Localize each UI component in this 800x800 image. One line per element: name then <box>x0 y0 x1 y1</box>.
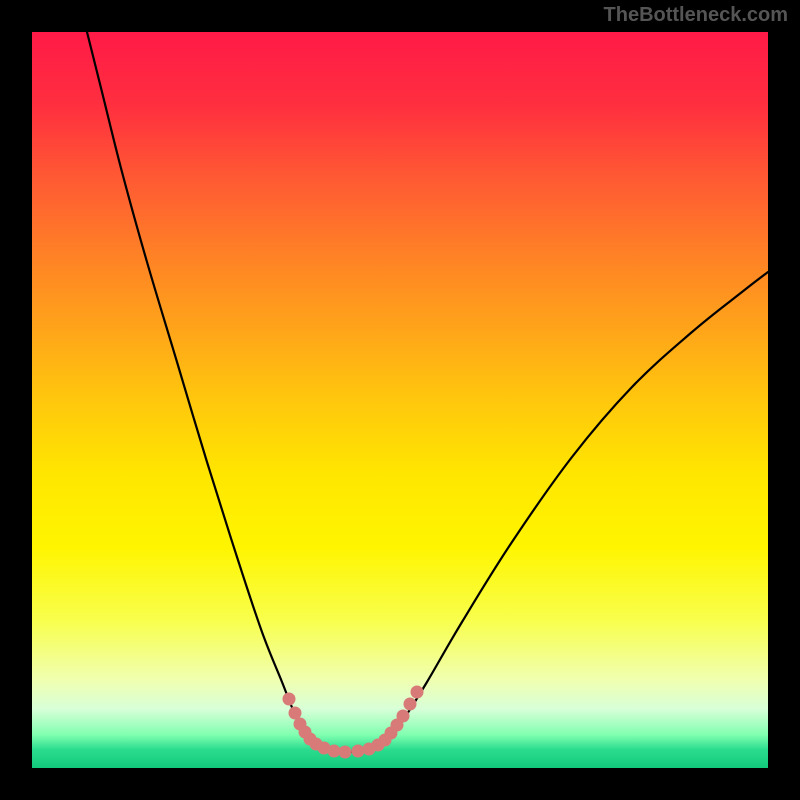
optimal-marker <box>339 746 352 759</box>
optimal-marker <box>328 745 341 758</box>
optimal-marker <box>397 710 410 723</box>
curve-layer <box>32 32 768 768</box>
optimal-marker <box>352 745 365 758</box>
optimal-marker <box>404 698 417 711</box>
watermark-text: TheBottleneck.com <box>604 4 788 27</box>
optimal-marker <box>283 693 296 706</box>
optimal-marker <box>411 686 424 699</box>
optimal-marker-group <box>283 686 424 759</box>
curve-left-branch <box>87 32 347 752</box>
curve-right-branch <box>347 272 768 752</box>
plot-area <box>32 32 768 768</box>
